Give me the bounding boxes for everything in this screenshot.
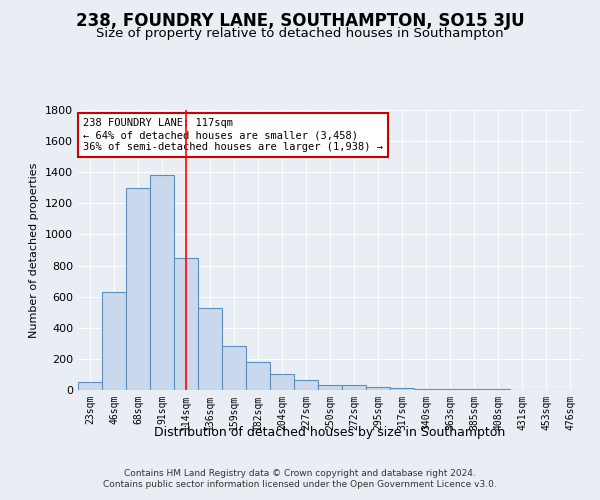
Bar (102, 292, 126, 390)
Bar (414, 389, 438, 390)
Bar (318, 384, 342, 390)
Bar (438, 389, 462, 390)
Bar (246, 362, 270, 390)
Bar (222, 346, 246, 390)
Bar (462, 389, 486, 390)
Bar (486, 389, 510, 390)
Text: Size of property relative to detached houses in Southampton: Size of property relative to detached ho… (96, 28, 504, 40)
Bar (342, 384, 366, 390)
Bar (294, 380, 318, 390)
Text: 238, FOUNDRY LANE, SOUTHAMPTON, SO15 3JU: 238, FOUNDRY LANE, SOUTHAMPTON, SO15 3JU (76, 12, 524, 30)
Text: Distribution of detached houses by size in Southampton: Distribution of detached houses by size … (154, 426, 506, 439)
Bar (150, 176, 174, 390)
Text: 238 FOUNDRY LANE: 117sqm
← 64% of detached houses are smaller (3,458)
36% of sem: 238 FOUNDRY LANE: 117sqm ← 64% of detach… (83, 118, 383, 152)
Bar (174, 258, 198, 390)
Y-axis label: Number of detached properties: Number of detached properties (29, 162, 40, 338)
Text: Contains HM Land Registry data © Crown copyright and database right 2024.: Contains HM Land Registry data © Crown c… (124, 468, 476, 477)
Text: Contains public sector information licensed under the Open Government Licence v3: Contains public sector information licen… (103, 480, 497, 489)
Bar (390, 388, 414, 390)
Bar (270, 374, 294, 390)
Bar (198, 308, 222, 390)
Bar (366, 387, 390, 390)
Bar (126, 188, 150, 390)
Bar (78, 382, 102, 390)
